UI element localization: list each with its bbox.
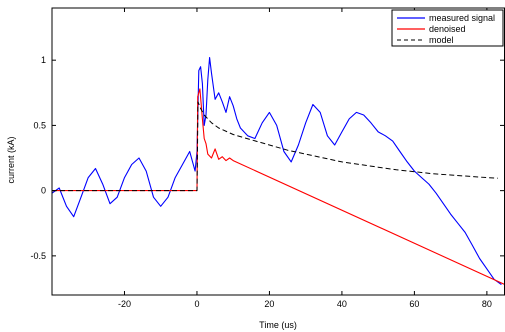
- legend-box: [391, 9, 504, 47]
- y-tick-label: 1: [41, 55, 46, 65]
- legend: measured signal denoised model: [391, 9, 504, 47]
- legend-label-model: model: [429, 35, 454, 45]
- series-line-measured-signal: [51, 57, 502, 286]
- y-tick-label: 0: [41, 186, 46, 196]
- x-tick-label: 20: [264, 299, 274, 309]
- x-tick-label: 0: [194, 299, 199, 309]
- y-tick-label: 0.5: [33, 120, 46, 130]
- y-tick-label: -0.5: [30, 251, 46, 261]
- x-tick-label: -20: [118, 299, 131, 309]
- x-tick-label: 40: [337, 299, 347, 309]
- x-tick-label: 80: [482, 299, 492, 309]
- x-axis-label: Time (us): [259, 320, 297, 330]
- legend-label-measured-signal: measured signal: [429, 13, 495, 23]
- y-axis-label: current (kA): [6, 136, 16, 183]
- legend-label-denoised: denoised: [429, 24, 466, 34]
- series-layer: [51, 57, 505, 286]
- series-line-denoised: [52, 88, 505, 286]
- plot-background: [52, 8, 505, 295]
- plot-area: [52, 8, 505, 295]
- ticks-layer: -20 0 20 40 60 80 -0.5 0 0.5 1: [30, 8, 504, 309]
- x-tick-label: 60: [409, 299, 419, 309]
